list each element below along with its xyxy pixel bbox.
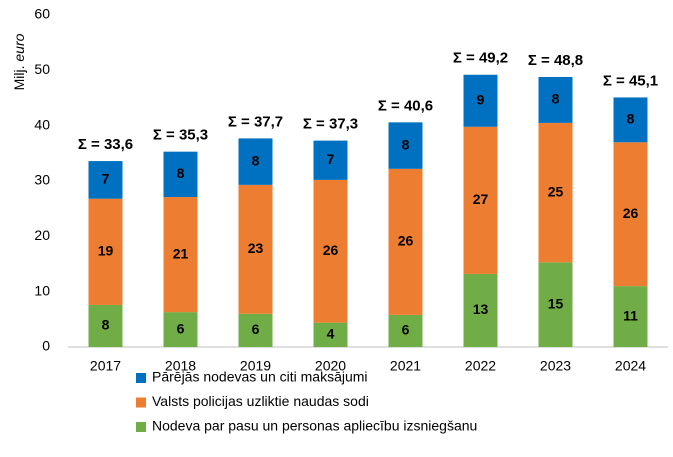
bar-segment — [613, 97, 648, 143]
value-label: 4 — [327, 326, 335, 342]
value-label: 23 — [248, 240, 264, 256]
value-label: 8 — [627, 111, 635, 127]
y-tick-label: 30 — [34, 172, 50, 188]
bar-segment — [238, 313, 273, 347]
y-tick-label: 20 — [34, 227, 50, 243]
legend-label: Pārējās nodevas un citi maksājumi — [152, 369, 368, 385]
bar-segment — [313, 322, 348, 347]
value-label: 8 — [102, 317, 110, 333]
y-tick-label: 50 — [34, 61, 50, 77]
y-axis-label-unit: Milj. — [11, 66, 27, 91]
value-label: 7 — [327, 151, 335, 167]
bar-segment — [538, 262, 573, 347]
bar-segment — [163, 197, 198, 313]
x-tick-label: 2021 — [390, 358, 421, 374]
value-label: 8 — [402, 136, 410, 152]
total-label: Σ = 49,2 — [453, 50, 508, 67]
bar-segment — [88, 304, 123, 347]
bar-segment — [388, 122, 423, 169]
legend-swatch — [136, 397, 146, 408]
legend-swatch — [136, 373, 146, 383]
total-label: Σ = 35,3 — [153, 127, 208, 144]
value-label: 26 — [623, 205, 639, 221]
value-label: 8 — [552, 91, 560, 107]
bar-segment — [463, 126, 498, 274]
bar-segment — [238, 184, 273, 314]
bar-segment — [613, 286, 648, 347]
value-label: 13 — [473, 301, 489, 317]
legend-label: Nodeva par pasu un personas apliecību iz… — [152, 418, 477, 434]
total-label: Σ = 33,6 — [78, 136, 133, 153]
y-tick-label: 60 — [34, 6, 50, 22]
bar-segment — [88, 161, 123, 199]
y-tick-label: 10 — [34, 282, 50, 298]
bar-segment — [163, 312, 198, 347]
bar-segment — [313, 179, 348, 323]
value-label: 6 — [177, 320, 185, 336]
value-label: 19 — [98, 243, 114, 259]
bar-segment — [388, 314, 423, 347]
value-label: 26 — [398, 233, 414, 249]
bar-segment — [163, 151, 198, 198]
y-axis-label-currency: euro — [11, 33, 27, 61]
value-label: 6 — [402, 322, 410, 338]
x-tick-label: 2018 — [165, 358, 196, 374]
bar-segment — [313, 140, 348, 180]
value-label: 11 — [623, 307, 638, 323]
value-label: 26 — [323, 242, 339, 258]
value-label: 8 — [177, 165, 185, 181]
x-tick-label: 2022 — [465, 358, 496, 374]
y-tick-label: 0 — [42, 338, 50, 354]
value-label: 27 — [473, 191, 489, 207]
bar-segment — [613, 142, 648, 287]
legend-swatch — [136, 422, 146, 432]
x-tick-label: 2020 — [315, 358, 346, 374]
x-tick-label: 2019 — [240, 358, 271, 374]
x-tick-label: 2017 — [90, 358, 121, 374]
bar-segment — [463, 273, 498, 347]
value-label: 6 — [252, 321, 260, 337]
bar-segment — [388, 168, 423, 315]
bar-segment — [538, 76, 573, 123]
value-label: 7 — [102, 171, 110, 187]
y-axis-label: Milj. euro — [11, 33, 27, 90]
total-label: Σ = 37,3 — [303, 116, 358, 133]
total-label: Σ = 48,8 — [528, 52, 583, 69]
value-label: 21 — [173, 245, 189, 261]
value-label: 15 — [548, 295, 564, 311]
value-label: 25 — [548, 183, 564, 199]
bar-segment — [88, 198, 123, 305]
value-label: 8 — [252, 152, 260, 168]
bar-segment — [463, 74, 498, 127]
total-label: Σ = 45,1 — [603, 72, 658, 89]
bar-segment — [538, 122, 573, 263]
total-label: Σ = 40,6 — [378, 97, 433, 114]
legend-label: Valsts policijas uzliktie naudas sodi — [152, 393, 369, 409]
value-label: 9 — [477, 91, 485, 107]
y-tick-label: 40 — [34, 116, 50, 132]
x-tick-label: 2024 — [615, 358, 646, 374]
bar-segment — [238, 138, 273, 185]
total-label: Σ = 37,7 — [228, 113, 283, 130]
x-tick-label: 2023 — [540, 358, 571, 374]
